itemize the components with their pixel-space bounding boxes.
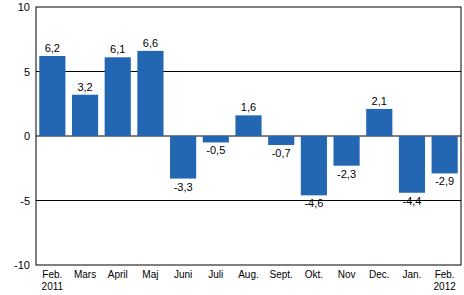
data-label: -2,9 — [435, 175, 454, 187]
bar — [366, 109, 392, 136]
grid-line — [36, 200, 461, 201]
x-tick-label: Aug. — [238, 269, 259, 280]
x-tick-label: April — [108, 269, 128, 280]
x-tick-label: Okt. — [305, 269, 323, 280]
bar — [203, 136, 229, 142]
bar — [137, 51, 163, 136]
data-label: -3,3 — [174, 181, 193, 193]
data-label: 6,2 — [45, 42, 60, 54]
bar — [105, 57, 131, 136]
bar — [432, 136, 458, 173]
x-tick-label: Feb.2012 — [434, 269, 457, 292]
data-label: 1,6 — [241, 101, 256, 113]
plot-frame — [36, 7, 461, 265]
bars — [39, 51, 457, 195]
x-tick-label: Juli — [208, 269, 223, 280]
bar — [72, 95, 98, 136]
bar — [235, 115, 261, 136]
x-tick-label: Juni — [174, 269, 192, 280]
y-tick-label: 5 — [24, 66, 30, 78]
data-label: -0,5 — [206, 144, 225, 156]
data-label: 3,2 — [77, 81, 92, 93]
data-label: -2,3 — [337, 168, 356, 180]
y-tick-label: 10 — [18, 1, 30, 13]
data-label: -4,4 — [402, 195, 421, 207]
x-tick-label: Sept. — [270, 269, 293, 280]
data-label: 2,1 — [372, 95, 387, 107]
bar — [170, 136, 196, 179]
data-label: -0,7 — [272, 147, 291, 159]
data-label: -4,6 — [304, 197, 323, 209]
x-tick-label: Feb.2011 — [42, 269, 64, 292]
x-tick-label: Mars — [74, 269, 96, 280]
bar — [39, 56, 65, 136]
x-tick-label: Maj — [142, 269, 158, 280]
bar — [399, 136, 425, 193]
bar — [334, 136, 360, 166]
y-tick-label: 0 — [24, 130, 30, 142]
data-label: 6,1 — [110, 43, 125, 55]
x-tick-label: Nov — [338, 269, 356, 280]
y-tick-label: -5 — [20, 195, 30, 207]
x-tick-label: Dec. — [369, 269, 390, 280]
x-tick-label: Jan. — [403, 269, 422, 280]
bar — [268, 136, 294, 145]
y-tick-label: -10 — [14, 259, 30, 271]
data-label: 6,6 — [143, 37, 158, 49]
chart: -10 -5 0 5 10 6,2 3,2 6,1 6,6 -3,3 -0,5 1,6 -0,7 -4,6… — [0, 0, 464, 295]
grid-line — [36, 71, 461, 72]
bar — [301, 136, 327, 195]
